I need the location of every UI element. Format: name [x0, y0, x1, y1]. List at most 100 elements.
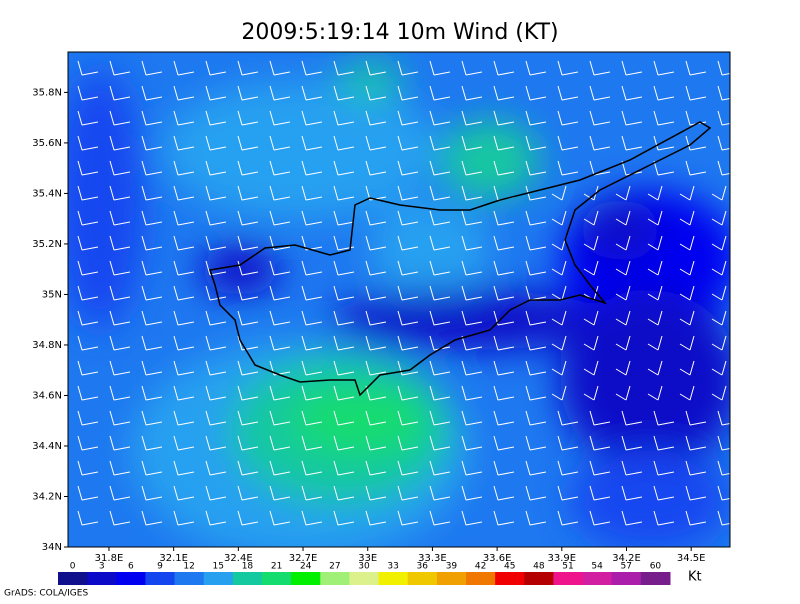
wind-barb [109, 485, 131, 501]
wind-barb [77, 235, 99, 251]
wind-barb [711, 335, 727, 351]
wind-barb [493, 160, 515, 176]
wind-barb [237, 335, 259, 351]
wind-barb [333, 435, 355, 451]
lat-label: 34.2N [32, 491, 62, 502]
colorbar-box [436, 572, 467, 585]
wind-barb [269, 110, 291, 126]
wind-barb [583, 310, 599, 326]
wind-barb [717, 485, 730, 501]
lat-label: 35.8N [32, 87, 62, 98]
wind-barb [647, 235, 663, 251]
wind-barb [615, 260, 631, 276]
wind-barb [461, 410, 483, 426]
wind-barb [109, 335, 131, 351]
colorbar-label: 15 [213, 562, 224, 572]
colorbar-box [174, 572, 205, 585]
wind-barb [615, 360, 631, 376]
wind-barb [109, 110, 131, 126]
colorbar-box [640, 572, 671, 585]
wind-barb [205, 510, 227, 526]
colorbar-label: 3 [99, 562, 105, 572]
wind-barb [711, 210, 727, 226]
wind-barb [397, 60, 419, 76]
wind-barb [397, 410, 419, 426]
wind-barb [365, 85, 387, 101]
wind-barb [333, 510, 355, 526]
wind-barb [493, 85, 515, 101]
colorbar-label: 51 [562, 562, 573, 572]
wind-barb [237, 385, 259, 401]
wind-barb [141, 485, 163, 501]
wind-barb [397, 260, 419, 276]
colorbar-label: 39 [446, 562, 458, 572]
wind-barb [461, 285, 483, 301]
wind-barb [365, 310, 387, 326]
wind-barb [621, 510, 643, 526]
lon-label: 33E [358, 553, 377, 564]
wind-barb [141, 110, 163, 126]
wind-barb [141, 185, 163, 201]
wind-barb [551, 260, 567, 276]
wind-barb [493, 110, 515, 126]
wind-barb [301, 60, 323, 76]
wind-barb [269, 410, 291, 426]
wind-barb [77, 60, 99, 76]
wind-barb [109, 160, 131, 176]
wind-barb [301, 135, 323, 151]
wind-barb [679, 210, 695, 226]
lat-label: 35N [42, 289, 62, 300]
wind-barb [77, 85, 99, 101]
wind-barb [237, 360, 259, 376]
wind-barb [173, 485, 195, 501]
wind-barb [397, 285, 419, 301]
wind-barb [301, 460, 323, 476]
colorbar-label: 60 [650, 562, 662, 572]
wind-barb [461, 460, 483, 476]
wind-barb [237, 210, 259, 226]
wind-barb [237, 110, 259, 126]
colorbar-box [582, 572, 613, 585]
wind-barb [365, 460, 387, 476]
wind-barb [77, 160, 99, 176]
wind-barb [173, 435, 195, 451]
wind-barb [269, 485, 291, 501]
wind-barb [647, 385, 663, 401]
wind-barb [269, 435, 291, 451]
wind-barb [493, 410, 515, 426]
wind-barb [679, 360, 695, 376]
wind-barb [583, 385, 599, 401]
colorbar-label: 18 [242, 562, 254, 572]
wind-barb [429, 60, 451, 76]
wind-barb [301, 260, 323, 276]
wind-barb [653, 135, 675, 151]
wind-barb [237, 460, 259, 476]
wind-barb [301, 110, 323, 126]
wind-barb [237, 185, 259, 201]
wind-barb [237, 135, 259, 151]
wind-barb [717, 160, 730, 176]
wind-barb [205, 310, 227, 326]
wind-barb [461, 85, 483, 101]
lat-label: 34.4N [32, 441, 62, 452]
wind-barb [237, 510, 259, 526]
wind-barb [551, 210, 567, 226]
wind-barb [237, 485, 259, 501]
wind-barb [647, 285, 663, 301]
wind-barb [141, 235, 163, 251]
wind-barb [525, 460, 547, 476]
wind-barb [461, 485, 483, 501]
wind-barb [141, 410, 163, 426]
wind-barb [685, 435, 707, 451]
wind-barb [269, 385, 291, 401]
wind-barb [205, 485, 227, 501]
colorbar-label: 9 [157, 562, 163, 572]
wind-barb [109, 460, 131, 476]
credit: GrADS: COLA/IGES [4, 589, 88, 599]
wind-barb [109, 435, 131, 451]
wind-barb [493, 285, 515, 301]
wind-barb [205, 435, 227, 451]
wind-barb [429, 385, 451, 401]
wind-barb [717, 410, 730, 426]
colorbar-box [232, 572, 263, 585]
